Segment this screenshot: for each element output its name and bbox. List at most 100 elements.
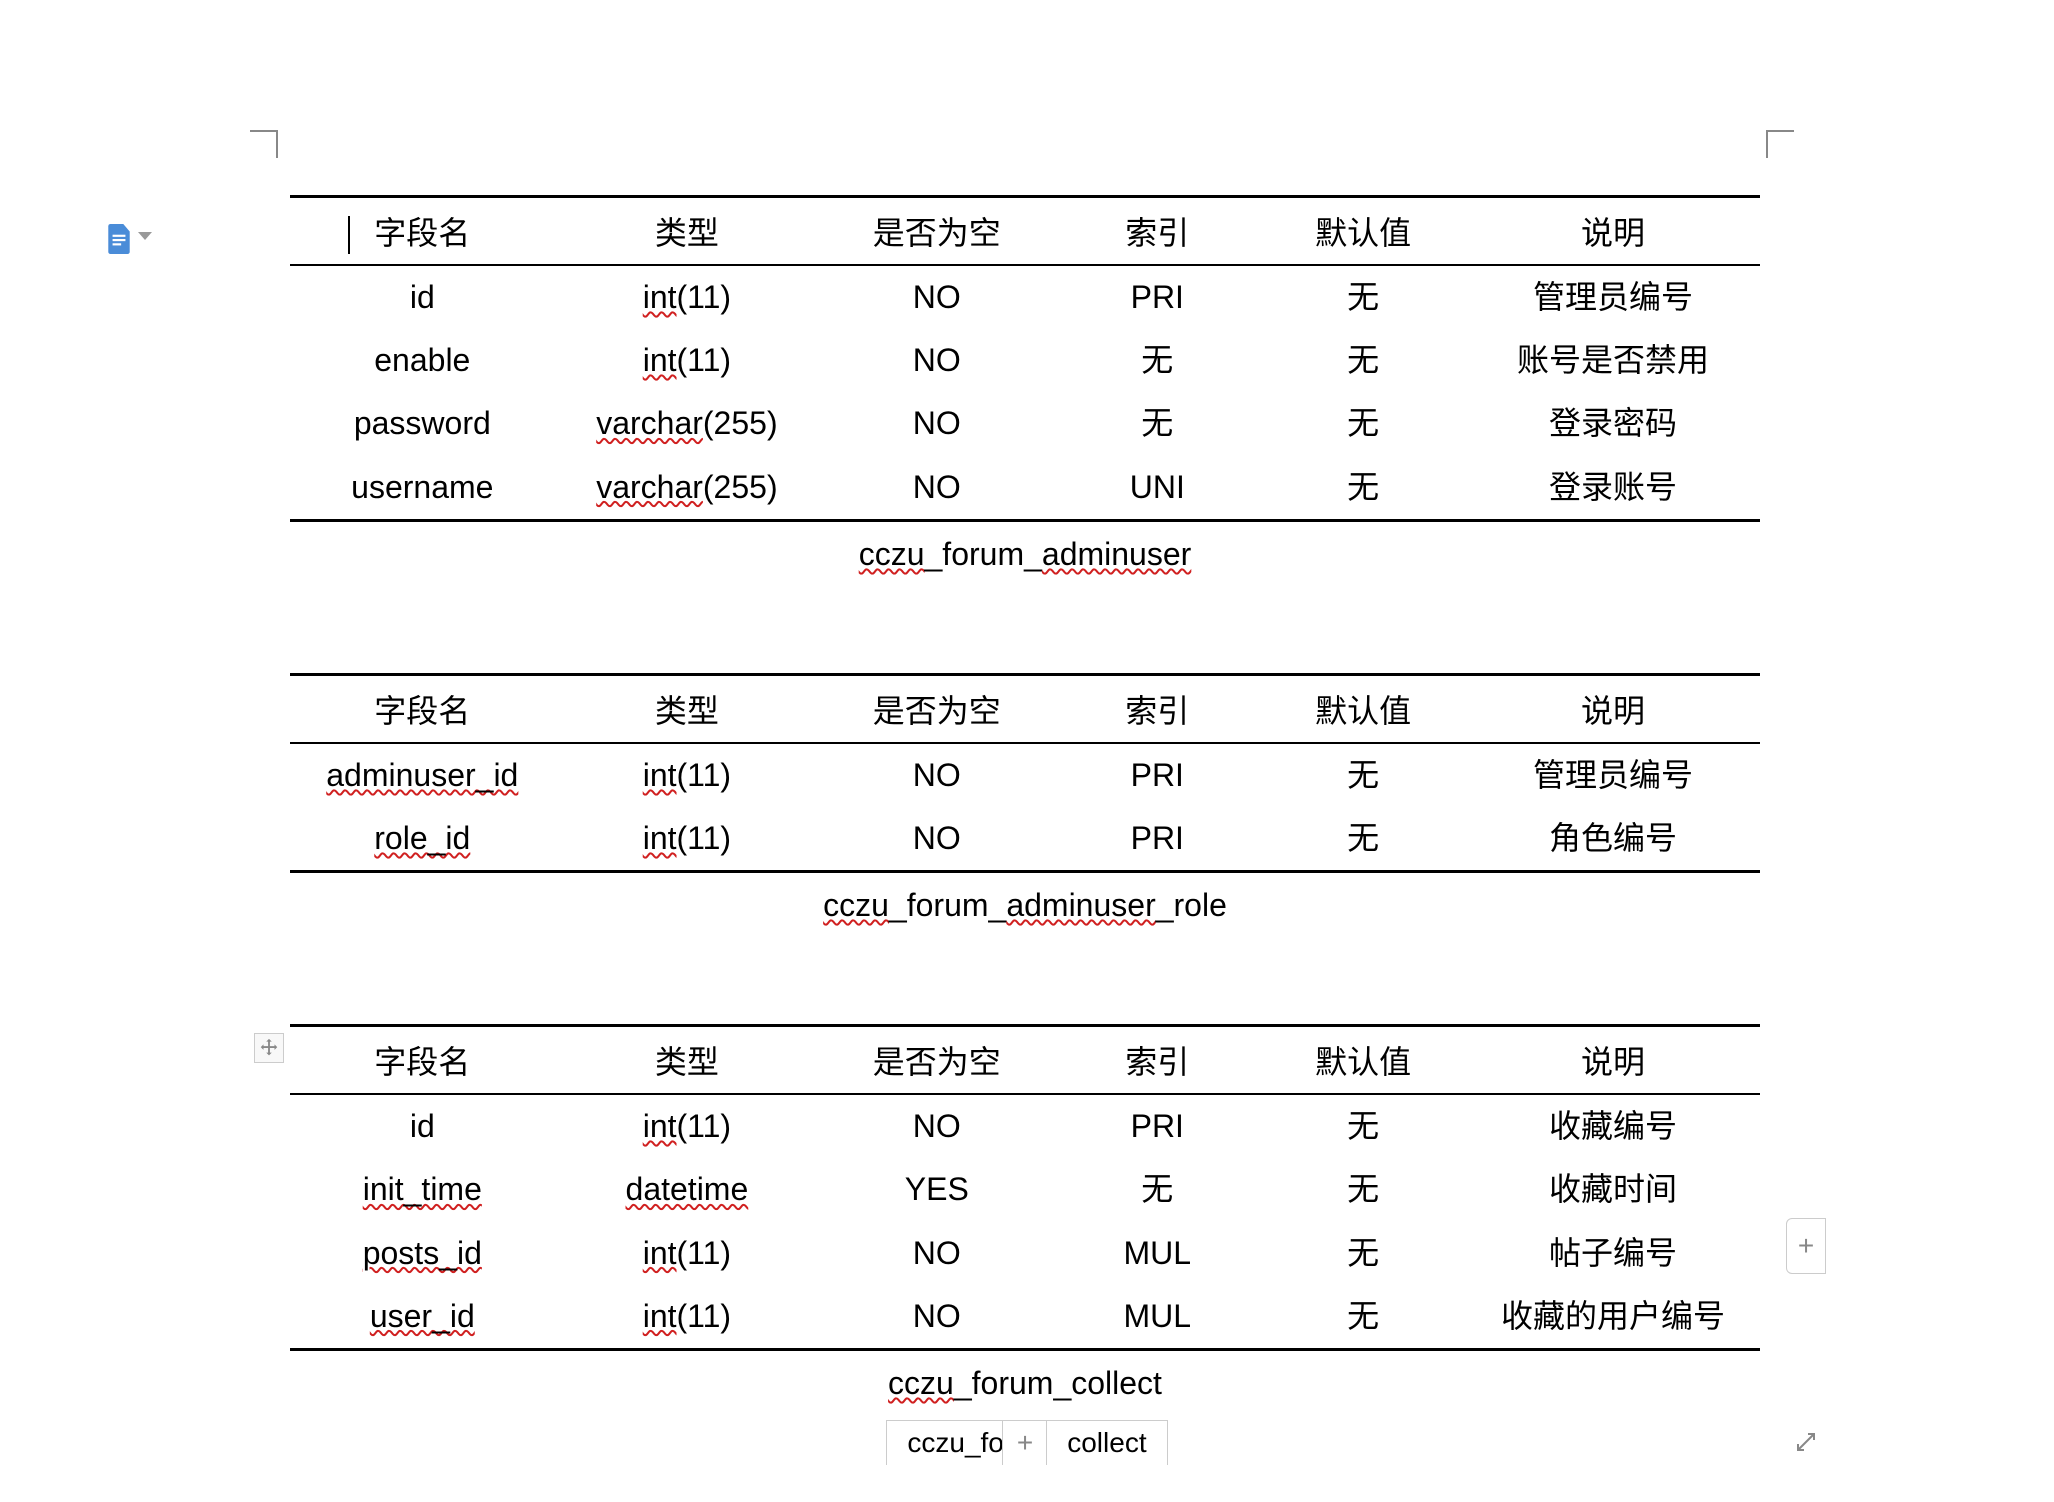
- column-header-nullable: 是否为空: [819, 197, 1054, 266]
- cell-type: datetime: [555, 1158, 820, 1221]
- table-row: adminuser_idint(11)NOPRI无管理员编号: [290, 743, 1760, 807]
- column-header-default: 默认值: [1260, 197, 1466, 266]
- table-row: idint(11)NOPRI无收藏编号: [290, 1094, 1760, 1158]
- bottom-tab-bar: cczu_fo + collect: [0, 1420, 2054, 1464]
- column-header-nullable: 是否为空: [819, 674, 1054, 743]
- cell-type: int(11): [555, 265, 820, 329]
- schema-table: 字段名类型是否为空索引默认值说明adminuser_idint(11)NOPRI…: [290, 673, 1760, 873]
- schema-table: 字段名类型是否为空索引默认值说明idint(11)NOPRI无收藏编号init_…: [290, 1024, 1760, 1351]
- column-header-field: 字段名: [290, 1026, 555, 1095]
- cell-nullable: NO: [819, 1222, 1054, 1285]
- table-row: passwordvarchar(255)NO无无登录密码: [290, 392, 1760, 455]
- cell-default: 无: [1260, 1158, 1466, 1221]
- cell-field: enable: [290, 329, 555, 392]
- table-move-handle-icon[interactable]: [254, 1033, 284, 1063]
- cell-nullable: NO: [819, 265, 1054, 329]
- chevron-down-icon[interactable]: [138, 232, 152, 240]
- column-header-desc: 说明: [1466, 1026, 1760, 1095]
- cell-desc: 管理员编号: [1466, 743, 1760, 807]
- cell-nullable: NO: [819, 329, 1054, 392]
- table-row: user_idint(11)NOMUL无收藏的用户编号: [290, 1285, 1760, 1350]
- page-margin-mark-tr: [1766, 130, 1794, 158]
- column-header-type: 类型: [555, 197, 820, 266]
- cell-type: int(11): [555, 1094, 820, 1158]
- column-header-field: 字段名: [290, 674, 555, 743]
- column-header-index: 索引: [1054, 197, 1260, 266]
- sheet-tab-collect[interactable]: collect: [1046, 1420, 1167, 1465]
- cell-index: PRI: [1054, 807, 1260, 872]
- cell-field: adminuser_id: [290, 743, 555, 807]
- cell-index: 无: [1054, 392, 1260, 455]
- schema-table: 字段名类型是否为空索引默认值说明idint(11)NOPRI无管理员编号enab…: [290, 195, 1760, 522]
- cell-nullable: NO: [819, 1094, 1054, 1158]
- cell-default: 无: [1260, 807, 1466, 872]
- cell-nullable: NO: [819, 807, 1054, 872]
- cell-desc: 登录密码: [1466, 392, 1760, 455]
- resize-corner-icon[interactable]: [1794, 1430, 1824, 1460]
- table-caption: cczu_forum_adminuser: [290, 522, 1760, 573]
- column-header-default: 默认值: [1260, 1026, 1466, 1095]
- cell-field: posts_id: [290, 1222, 555, 1285]
- table-row: usernamevarchar(255)NOUNI无登录账号: [290, 456, 1760, 521]
- cell-default: 无: [1260, 1094, 1466, 1158]
- cell-field: role_id: [290, 807, 555, 872]
- cell-nullable: YES: [819, 1158, 1054, 1221]
- cell-type: int(11): [555, 743, 820, 807]
- cell-desc: 登录账号: [1466, 456, 1760, 521]
- document-body: 字段名类型是否为空索引默认值说明idint(11)NOPRI无管理员编号enab…: [290, 195, 1760, 1502]
- column-header-default: 默认值: [1260, 674, 1466, 743]
- table-row: enableint(11)NO无无账号是否禁用: [290, 329, 1760, 392]
- cell-index: 无: [1054, 329, 1260, 392]
- column-header-desc: 说明: [1466, 674, 1760, 743]
- page-margin-mark-tl: [250, 130, 278, 158]
- cell-nullable: NO: [819, 392, 1054, 455]
- cell-index: UNI: [1054, 456, 1260, 521]
- cell-field: id: [290, 1094, 555, 1158]
- column-header-type: 类型: [555, 674, 820, 743]
- cell-field: username: [290, 456, 555, 521]
- add-sheet-button[interactable]: +: [1002, 1420, 1048, 1465]
- table-row: init_timedatetimeYES无无收藏时间: [290, 1158, 1760, 1221]
- cell-desc: 收藏编号: [1466, 1094, 1760, 1158]
- cell-type: int(11): [555, 329, 820, 392]
- column-header-desc: 说明: [1466, 197, 1760, 266]
- schema-table-block: 字段名类型是否为空索引默认值说明idint(11)NOPRI无管理员编号enab…: [290, 195, 1760, 573]
- cell-desc: 收藏时间: [1466, 1158, 1760, 1221]
- cell-field: id: [290, 265, 555, 329]
- table-row: idint(11)NOPRI无管理员编号: [290, 265, 1760, 329]
- cell-field: user_id: [290, 1285, 555, 1350]
- sheet-tab-partial[interactable]: cczu_fo: [886, 1420, 1004, 1465]
- column-header-nullable: 是否为空: [819, 1026, 1054, 1095]
- cell-default: 无: [1260, 329, 1466, 392]
- side-panel-expand-button[interactable]: +: [1786, 1218, 1826, 1274]
- cell-type: varchar(255): [555, 456, 820, 521]
- cell-default: 无: [1260, 456, 1466, 521]
- cell-desc: 收藏的用户编号: [1466, 1285, 1760, 1350]
- cell-type: int(11): [555, 1222, 820, 1285]
- cell-default: 无: [1260, 1285, 1466, 1350]
- cell-field: init_time: [290, 1158, 555, 1221]
- table-row: role_idint(11)NOPRI无角色编号: [290, 807, 1760, 872]
- cell-type: int(11): [555, 807, 820, 872]
- table-row: posts_idint(11)NOMUL无帖子编号: [290, 1222, 1760, 1285]
- cell-default: 无: [1260, 743, 1466, 807]
- cell-desc: 管理员编号: [1466, 265, 1760, 329]
- table-caption: cczu_forum_collect: [290, 1351, 1760, 1402]
- schema-table-block: 字段名类型是否为空索引默认值说明adminuser_idint(11)NOPRI…: [290, 673, 1760, 924]
- cell-desc: 帖子编号: [1466, 1222, 1760, 1285]
- cell-index: MUL: [1054, 1222, 1260, 1285]
- column-header-field: 字段名: [290, 197, 555, 266]
- column-header-type: 类型: [555, 1026, 820, 1095]
- schema-table-block: 字段名类型是否为空索引默认值说明idint(11)NOPRI无收藏编号init_…: [290, 1024, 1760, 1402]
- cell-index: PRI: [1054, 743, 1260, 807]
- cell-index: MUL: [1054, 1285, 1260, 1350]
- cell-field: password: [290, 392, 555, 455]
- table-caption: cczu_forum_adminuser_role: [290, 873, 1760, 924]
- cell-index: 无: [1054, 1158, 1260, 1221]
- column-header-index: 索引: [1054, 1026, 1260, 1095]
- document-icon[interactable]: [106, 224, 132, 254]
- cell-default: 无: [1260, 392, 1466, 455]
- cell-index: PRI: [1054, 1094, 1260, 1158]
- cell-index: PRI: [1054, 265, 1260, 329]
- cell-nullable: NO: [819, 1285, 1054, 1350]
